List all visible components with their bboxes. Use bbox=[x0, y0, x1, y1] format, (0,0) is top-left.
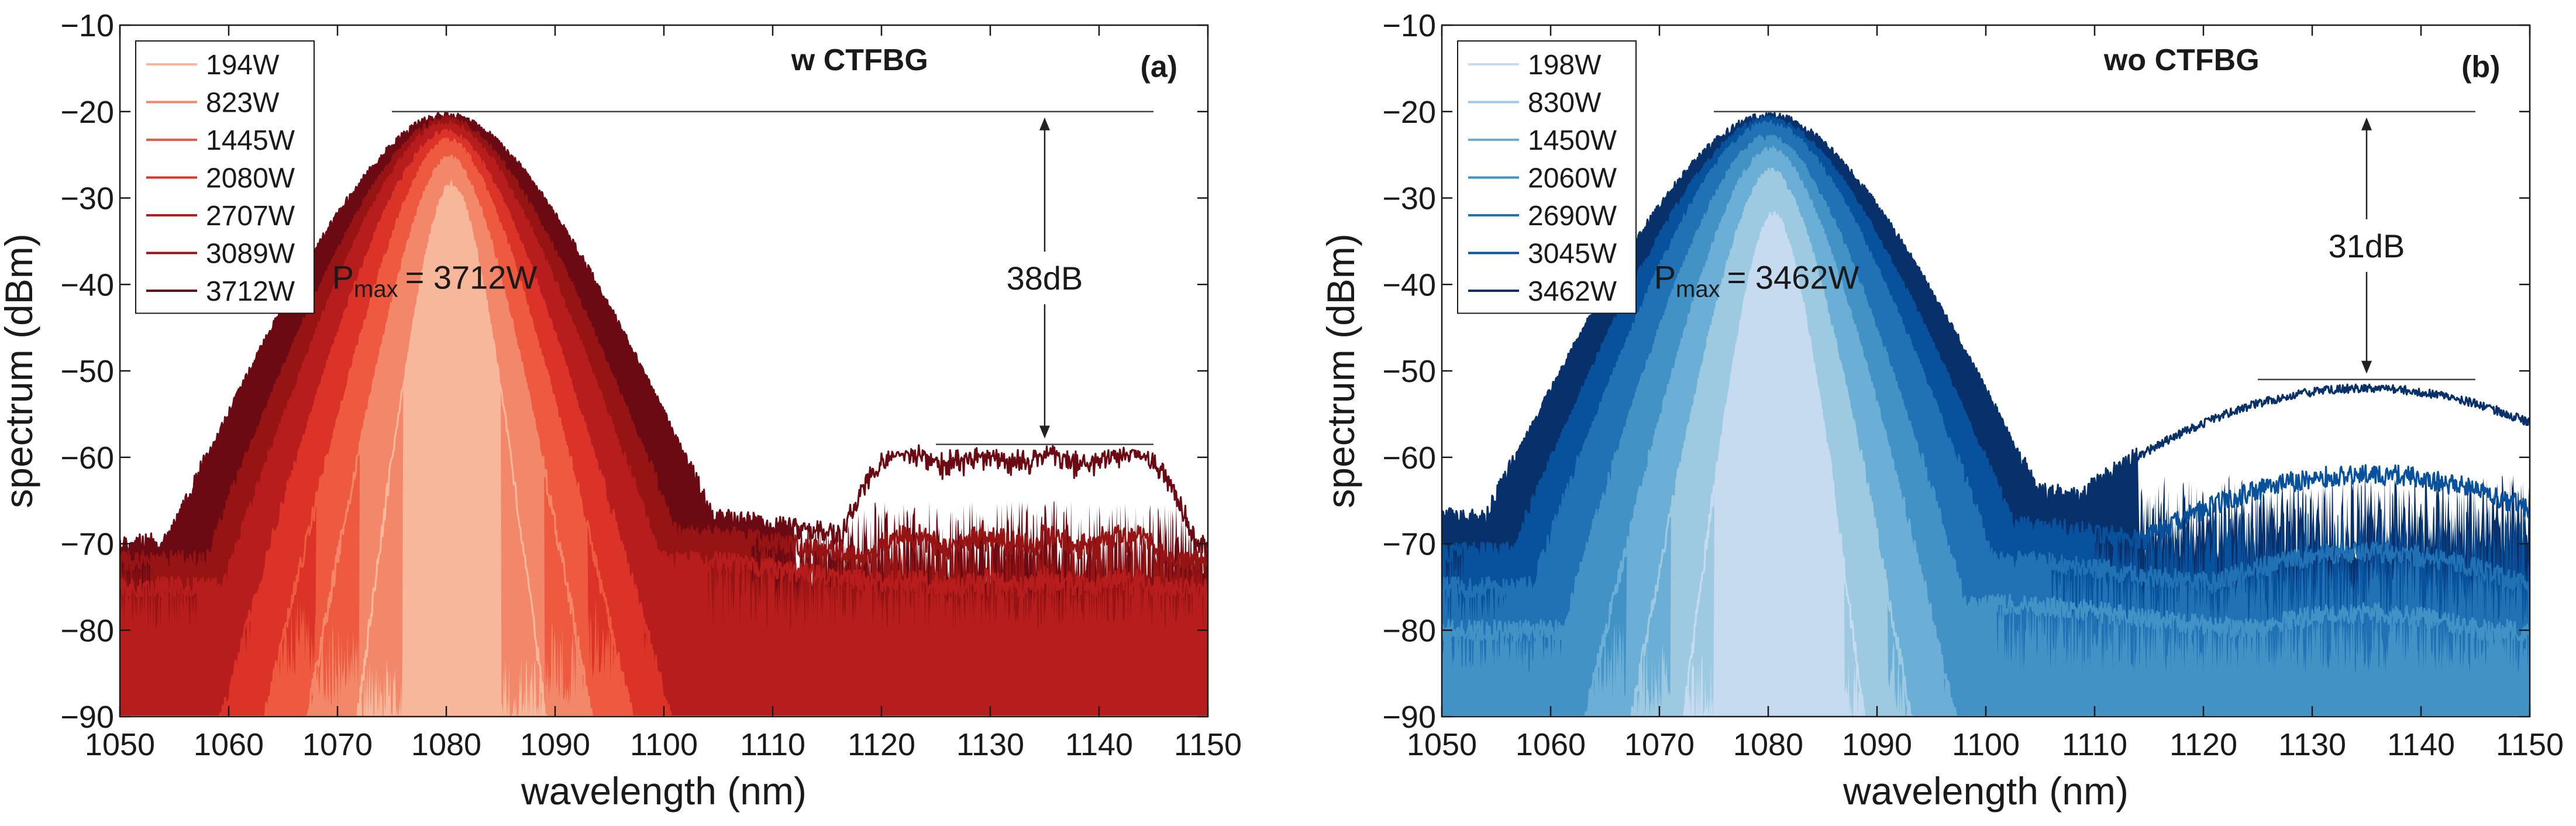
db-difference-label: 31dB bbox=[2329, 228, 2405, 264]
legend: 198W 830W 1450W 2060W 2690W 3045W 3462W bbox=[1457, 40, 1637, 314]
arrow-down-icon bbox=[1039, 425, 1050, 439]
y-tick-label: −50 bbox=[1382, 354, 1436, 389]
y-axis-label: spectrum (dBm) bbox=[0, 233, 40, 508]
y-tick-label: −30 bbox=[1382, 181, 1436, 216]
db-difference-label: 38dB bbox=[1007, 260, 1083, 297]
y-tick-label: −90 bbox=[60, 700, 114, 735]
y-tick-label: −70 bbox=[60, 527, 114, 562]
legend: 194W 823W 1445W 2080W 2707W 3089W 3712W bbox=[135, 40, 315, 314]
series-line-3089W bbox=[120, 115, 1208, 573]
x-tick-label: 1090 bbox=[520, 727, 590, 762]
series-floor-830W bbox=[1442, 168, 2530, 717]
y-tick-label: −20 bbox=[60, 95, 114, 130]
y-tick-label: −70 bbox=[1382, 527, 1436, 562]
y-tick-label: −80 bbox=[60, 613, 114, 648]
y-tick-label: −60 bbox=[60, 440, 114, 476]
x-tick-label: 1130 bbox=[2278, 727, 2346, 762]
x-tick-label: 1140 bbox=[2387, 727, 2455, 762]
x-tick-label: 1150 bbox=[2496, 727, 2564, 762]
x-tick-label: 1120 bbox=[848, 727, 915, 762]
legend-label: 2060W bbox=[1528, 163, 1617, 194]
x-axis-label: wavelength (nm) bbox=[521, 769, 807, 813]
x-tick-label: 1080 bbox=[1733, 727, 1803, 762]
x-tick-label: 1070 bbox=[302, 727, 373, 762]
legend-label: 3712W bbox=[206, 276, 295, 307]
panel-title: w CTFBG bbox=[791, 43, 928, 77]
y-tick-label: −20 bbox=[1382, 95, 1436, 130]
legend-label: 2690W bbox=[1528, 201, 1617, 232]
pmax-annotation: Pmax = 3462W bbox=[1654, 259, 1859, 302]
x-tick-label: 1070 bbox=[1624, 727, 1695, 762]
y-tick-label: −30 bbox=[60, 181, 114, 216]
panel-letter: (b) bbox=[2461, 50, 2500, 84]
x-tick-label: 1140 bbox=[1065, 727, 1133, 762]
x-tick-label: 1050 bbox=[85, 727, 155, 762]
y-tick-label: −90 bbox=[1382, 700, 1436, 735]
series-line-2080W bbox=[120, 128, 1208, 717]
pmax-annotation: Pmax = 3712W bbox=[332, 259, 538, 302]
series-floor-823W bbox=[120, 155, 1208, 717]
x-tick-label: 1060 bbox=[1516, 727, 1586, 762]
x-tick-label: 1130 bbox=[956, 727, 1024, 762]
arrow-down-icon bbox=[2361, 360, 2372, 374]
y-tick-label: −10 bbox=[60, 8, 114, 43]
x-tick-label: 1110 bbox=[2062, 727, 2127, 762]
legend-label: 194W bbox=[206, 50, 280, 81]
y-tick-label: −40 bbox=[60, 267, 114, 302]
x-tick-label: 1110 bbox=[740, 727, 805, 762]
x-tick-label: 1080 bbox=[411, 727, 481, 762]
panel-a: 1050 1060 1070 1080 1090 1100 1110 1120 1130 1140… bbox=[0, 8, 1242, 813]
series-line-1450W bbox=[1442, 146, 2530, 717]
x-tick-label: 1050 bbox=[1407, 727, 1477, 762]
y-tick-label: −80 bbox=[1382, 613, 1436, 648]
x-axis-label: wavelength (nm) bbox=[1843, 769, 2129, 813]
arrow-up-icon bbox=[2361, 117, 2372, 130]
legend-label: 823W bbox=[206, 88, 280, 119]
legend-label: 198W bbox=[1528, 50, 1602, 81]
legend-label: 3045W bbox=[1528, 239, 1617, 270]
y-tick-label: −60 bbox=[1382, 440, 1436, 476]
panel-b: 1050 1060 1070 1080 1090 1100 1110 1120 1130 1140… bbox=[1319, 8, 2564, 813]
series-line-2060W bbox=[1442, 135, 2530, 642]
legend-label: 2707W bbox=[206, 201, 295, 232]
panel-letter: (a) bbox=[1141, 50, 1178, 84]
series-line-2707W bbox=[120, 120, 1208, 598]
y-tick-label: −50 bbox=[60, 354, 114, 389]
legend-label: 1445W bbox=[206, 125, 295, 156]
legend-label: 3089W bbox=[206, 239, 295, 270]
x-tick-label: 1120 bbox=[2169, 727, 2237, 762]
x-tick-label: 1150 bbox=[1174, 727, 1242, 762]
arrow-up-icon bbox=[1039, 117, 1050, 130]
legend-label: 1450W bbox=[1528, 125, 1617, 156]
y-tick-label: −10 bbox=[1382, 8, 1436, 43]
legend-label: 3462W bbox=[1528, 276, 1617, 307]
x-tick-label: 1090 bbox=[1842, 727, 1912, 762]
legend-label: 2080W bbox=[206, 163, 295, 194]
series-group bbox=[120, 111, 1208, 717]
x-tick-label: 1100 bbox=[630, 727, 698, 762]
x-tick-label: 1100 bbox=[1952, 727, 2020, 762]
x-tick-label: 1060 bbox=[194, 727, 264, 762]
series-line-2690W bbox=[1442, 119, 2530, 598]
series-group bbox=[1442, 112, 2530, 717]
series-line-1445W bbox=[120, 137, 1208, 717]
y-tick-label: −40 bbox=[1382, 267, 1436, 302]
y-axis-label: spectrum (dBm) bbox=[1319, 233, 1362, 508]
panel-title: wo CTFBG bbox=[2103, 43, 2260, 77]
legend-label: 830W bbox=[1528, 88, 1602, 119]
